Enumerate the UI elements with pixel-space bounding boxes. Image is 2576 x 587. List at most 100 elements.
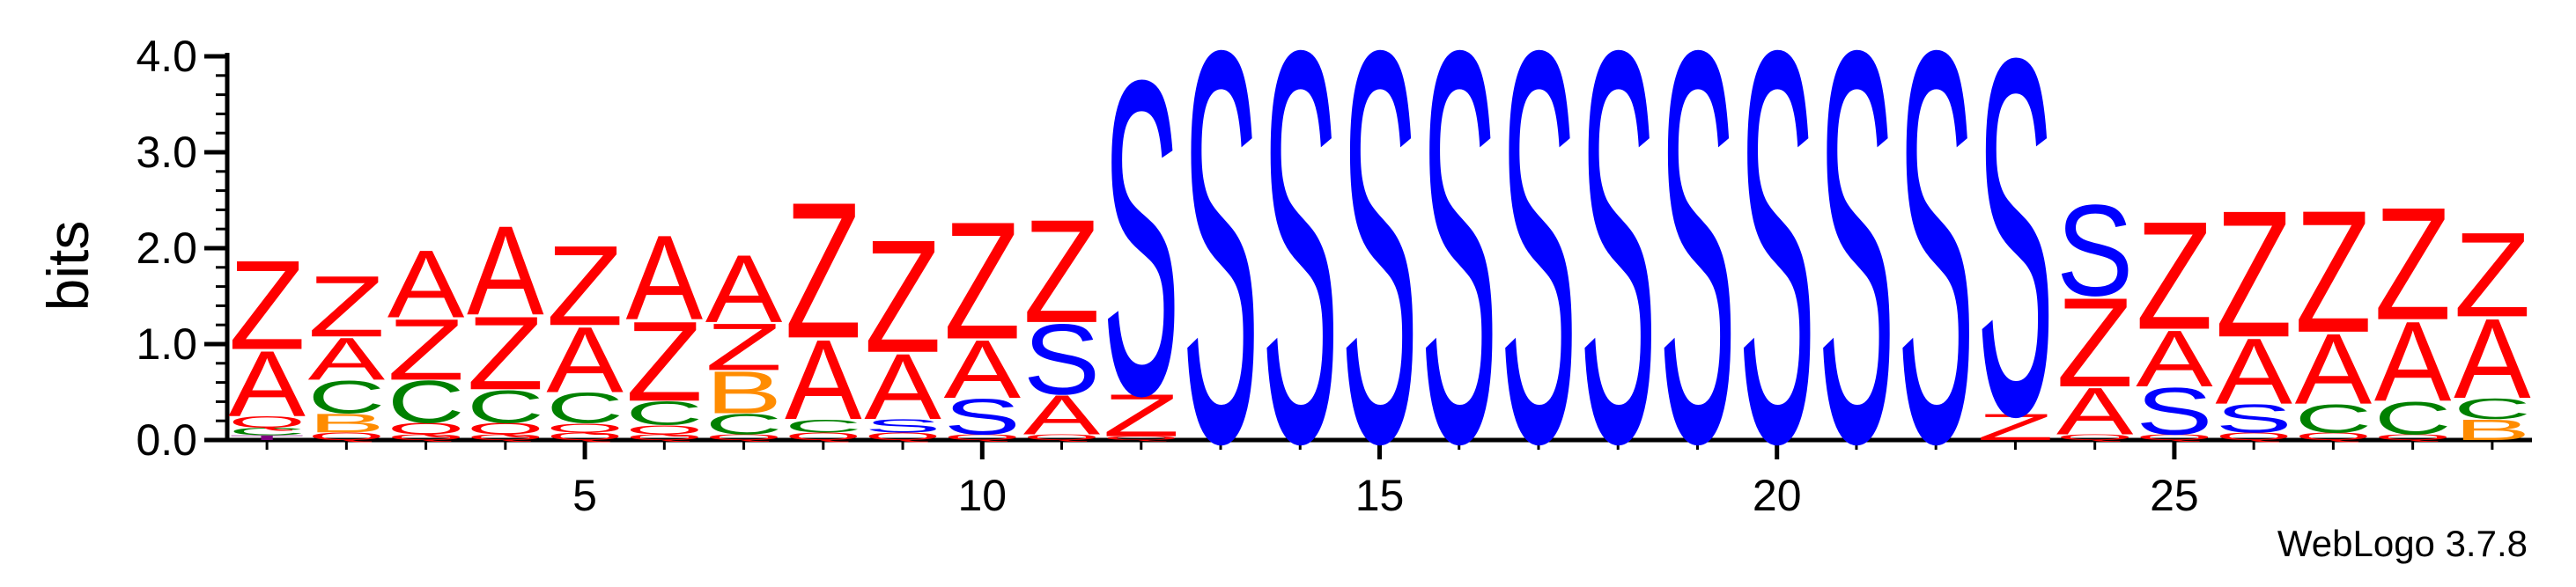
logo-column-18: S — [1579, 0, 1657, 560]
y-tick-label: 1.0 — [136, 319, 197, 369]
logo-column-16: S — [1421, 0, 1498, 560]
logo-letter-q: Q — [228, 414, 306, 431]
logo-letter-c: C — [785, 415, 862, 437]
logo-letter-q: Q — [467, 433, 544, 442]
logo-column-19: S — [1659, 0, 1737, 560]
logo-letter-s: S — [2056, 178, 2134, 323]
logo-letter-s: S — [864, 415, 941, 437]
logo-letter-b: B — [2454, 414, 2531, 446]
logo-letter-z: Z — [2454, 207, 2531, 341]
logo-letter-q: Q — [2056, 433, 2134, 442]
logo-letter-a: A — [228, 332, 306, 437]
logo-letter-a: A — [2215, 319, 2292, 424]
logo-letter-a: A — [2374, 297, 2452, 425]
logo-letter-s: S — [1738, 0, 1816, 560]
weblogo-credit: WebLogo 3.7.8 — [2277, 523, 2528, 564]
logo-letter-s: S — [1341, 0, 1419, 560]
logo-letter-c: C — [2454, 393, 2531, 425]
logo-letter-q: Q — [864, 430, 941, 443]
logo-letter-c: C — [228, 426, 306, 438]
logo-column-17: S — [1500, 0, 1577, 560]
logo-letter-s: S — [1897, 0, 1974, 560]
logo-letter-s: S — [2215, 396, 2292, 441]
logo-letter-z: Z — [864, 206, 941, 386]
logo-letter-s: S — [1023, 305, 1101, 416]
logo-letter-q: Q — [2295, 430, 2373, 443]
y-axis: 0.0 1.0 2.0 3.0 4.0 — [136, 32, 230, 465]
logo-letter-q: Q — [546, 430, 624, 443]
logo-letter-b: B — [308, 408, 386, 438]
x-tick-label: 25 — [2150, 471, 2199, 520]
logo-letter-c: C — [626, 395, 704, 432]
logo-letter-q: Q — [626, 422, 704, 437]
logo-letter-z: Z — [546, 222, 624, 349]
logo-letter-q: Q — [785, 430, 862, 443]
logo-column-13: S — [1182, 0, 1259, 560]
logo-column-22: S — [1897, 0, 1974, 560]
logo-letter-z: Z — [467, 295, 544, 412]
y-tick-label: 0.0 — [136, 415, 197, 465]
logo-column-15: S — [1341, 0, 1419, 560]
logo-letter-c: C — [467, 380, 544, 433]
logo-letter-q: Q — [2215, 430, 2292, 443]
logo-letter-s: S — [944, 389, 1022, 445]
y-tick-label: 3.0 — [136, 128, 197, 177]
logo-letter-q: Q — [546, 421, 624, 436]
logo-letter-z: Z — [2215, 173, 2292, 376]
logo-letter-q: Q — [467, 420, 544, 437]
logo-column-21: S — [1818, 0, 1895, 560]
logo-letter-q: Q — [388, 433, 465, 442]
x-tick-label: 5 — [572, 471, 597, 520]
logo-column-23: ZS — [1977, 0, 2055, 521]
logo-letter-z: Z — [2295, 174, 2373, 369]
logo-letter-q: Q — [626, 433, 704, 442]
x-tick-label: 15 — [1355, 471, 1405, 520]
logo-letter-z: Z — [2056, 271, 2134, 414]
logo-letter-c: C — [2374, 392, 2452, 444]
logo-letter-z: Z — [388, 302, 465, 399]
logo-letter-a: A — [705, 235, 783, 342]
logo-letter-c: C — [705, 407, 783, 440]
logo-letter-a: A — [308, 326, 386, 393]
logo-letter-a: A — [2454, 295, 2531, 422]
logo-letter-s: S — [1659, 0, 1737, 560]
logo-letter-t: T — [228, 434, 306, 441]
logo-letter-s: S — [1818, 0, 1895, 560]
logo-column-20: S — [1738, 0, 1816, 560]
logo-letter-c: C — [388, 368, 465, 436]
logo-letter-a: A — [785, 316, 862, 444]
logo-letter-z: Z — [1103, 381, 1180, 449]
logo-letter-a: A — [1023, 384, 1101, 446]
logo-column-14: S — [1261, 0, 1339, 560]
logo-letter-z: Z — [785, 163, 862, 379]
logo-letter-a: A — [2295, 313, 2373, 425]
logo-letter-s: S — [1977, 0, 2055, 521]
logo-letter-z: Z — [2374, 173, 2452, 354]
logo-letter-q: Q — [2136, 433, 2213, 442]
logo-letter-z: Z — [1023, 189, 1101, 354]
logo-letter-c: C — [308, 371, 386, 423]
logo-letter-a: A — [864, 335, 941, 440]
logo-letter-z: Z — [626, 297, 704, 425]
logo-letter-s: S — [1103, 0, 1180, 488]
logo-letter-a: A — [388, 231, 465, 338]
x-tick-label: 10 — [957, 471, 1007, 520]
logo-letter-s: S — [2136, 374, 2213, 449]
y-tick-label: 4.0 — [136, 32, 197, 81]
logo-letter-z: Z — [2136, 189, 2213, 362]
logo-letter-q: Q — [2374, 433, 2452, 442]
logo-letter-s: S — [1261, 0, 1339, 560]
